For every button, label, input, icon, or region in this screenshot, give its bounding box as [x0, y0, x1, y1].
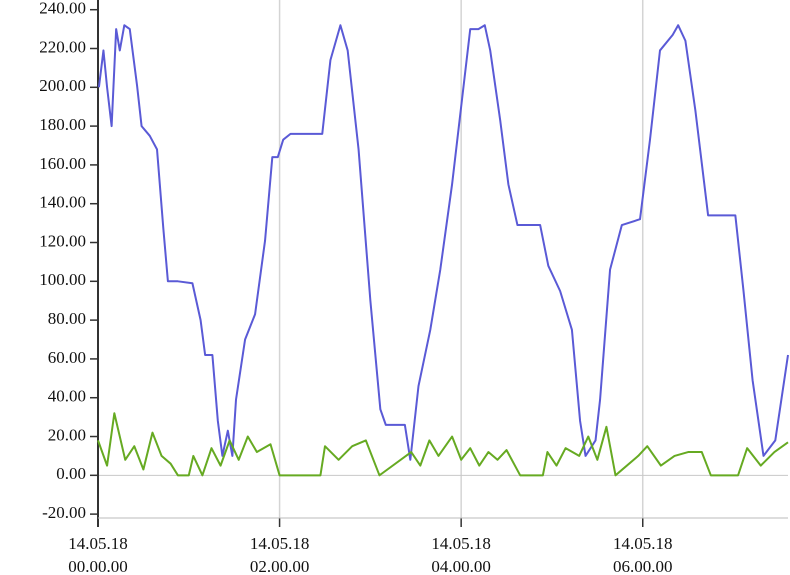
y-tick-label: 60.00	[48, 348, 86, 367]
y-tick-label: 120.00	[39, 231, 86, 250]
y-tick-label: 0.00	[56, 464, 86, 483]
y-tick-label: 200.00	[39, 76, 86, 95]
y-tick-label: 240.00	[39, 0, 86, 18]
y-tick-label: 140.00	[39, 193, 86, 212]
y-tick-label: 20.00	[48, 425, 86, 444]
series-line	[97, 412, 789, 477]
y-tick-label: 220.00	[39, 37, 86, 56]
y-tick-label: 40.00	[48, 387, 86, 406]
y-tick-label: 80.00	[48, 309, 86, 328]
y-tick-label: 160.00	[39, 154, 86, 173]
x-tick-label: 14.05.18 04.00.00	[431, 534, 491, 575]
series-line	[97, 24, 789, 461]
y-tick-label: -20.00	[42, 503, 86, 522]
x-tick-label: 14.05.18 00.00.00	[68, 534, 128, 575]
y-tick-label: 100.00	[39, 270, 86, 289]
x-tick-label: 14.05.18 02.00.00	[250, 534, 310, 575]
y-tick-label: 180.00	[39, 115, 86, 134]
x-tick-label: 14.05.18 06.00.00	[613, 534, 673, 575]
